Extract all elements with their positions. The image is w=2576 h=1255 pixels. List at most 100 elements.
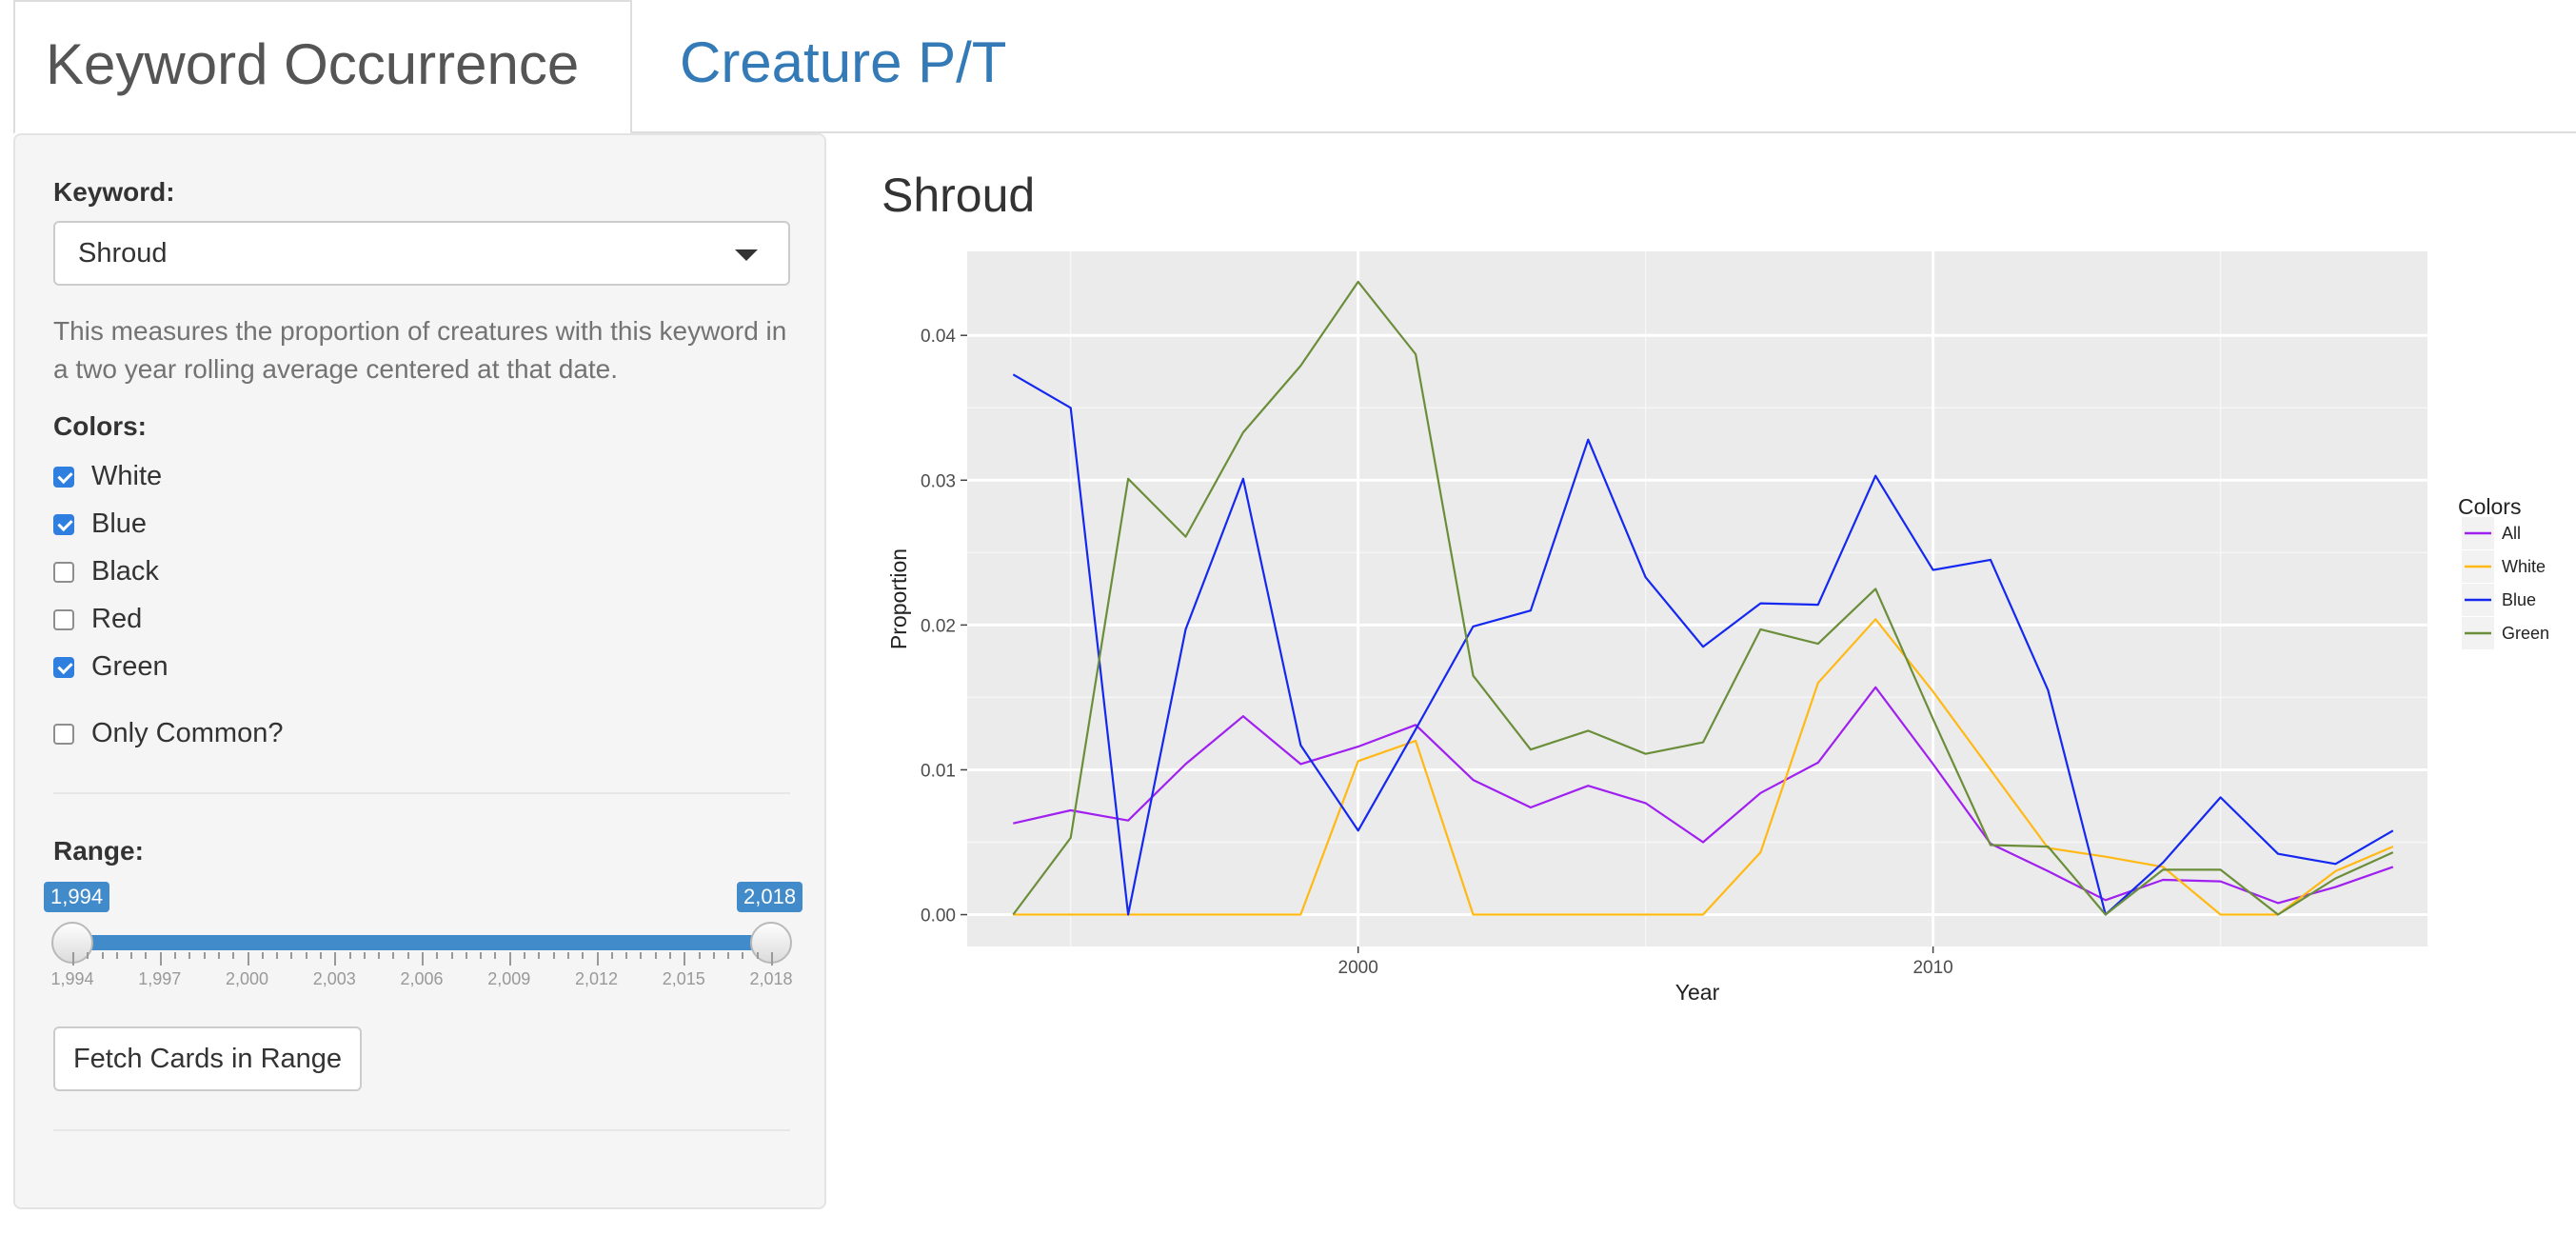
slider-tick — [276, 952, 279, 959]
slider-tick — [494, 952, 497, 959]
series-line-white — [1013, 618, 2394, 916]
checkbox-black[interactable] — [53, 562, 74, 583]
slider-tick — [771, 952, 773, 966]
keyword-label: Keyword: — [53, 177, 175, 207]
y-axis-title: Proportion — [886, 548, 911, 649]
slider-tick-label: 2,003 — [312, 969, 356, 988]
slider-tick — [480, 952, 483, 959]
color-option-label: Black — [91, 556, 159, 587]
slider-tick — [422, 952, 424, 966]
slider-tick — [436, 952, 439, 959]
range-max-value: 2,018 — [737, 882, 803, 912]
slider-tick — [305, 952, 307, 959]
checkbox-only-common[interactable] — [53, 724, 74, 745]
slider-tick — [727, 952, 730, 959]
slider-tick-label: 2,012 — [574, 969, 619, 988]
slider-tick — [101, 952, 104, 959]
slider-tick — [378, 952, 381, 959]
slider-tick — [290, 952, 293, 959]
y-tick-label: 0.00 — [921, 906, 956, 926]
color-option-label: Blue — [91, 508, 148, 539]
slider-tick — [232, 952, 235, 959]
x-tick-label: 2010 — [1912, 958, 1952, 978]
slider-tick-label: 2,018 — [749, 969, 793, 988]
slider-tick — [610, 952, 613, 959]
legend-label-all: All — [2502, 524, 2521, 543]
checkbox-red[interactable] — [53, 609, 74, 630]
colors-label: Colors: — [53, 411, 147, 441]
legend-label-green: Green — [2502, 624, 2549, 643]
slider-tick — [203, 952, 206, 959]
range-label: Range: — [53, 836, 144, 866]
plot-title: Shroud — [882, 169, 1036, 222]
slider-tick — [742, 952, 744, 959]
slider-tick — [261, 952, 264, 959]
slider-tick — [145, 952, 148, 959]
legend-label-white: White — [2502, 557, 2546, 576]
slider-tick — [465, 952, 467, 959]
slider-tick — [552, 952, 555, 959]
slider-tick-label: 2,009 — [487, 969, 531, 988]
legend-label-blue: Blue — [2502, 590, 2536, 609]
slider-tick-label: 2,000 — [225, 969, 269, 988]
keyword-select[interactable]: Shroud — [53, 221, 790, 286]
slider-tick — [348, 952, 351, 959]
slider-tick — [524, 952, 526, 959]
slider-tick — [712, 952, 715, 959]
x-axis-title: Year — [1675, 980, 1720, 1005]
sidebar-panel: Keyword: Shroud This measures the propor… — [13, 133, 826, 1209]
y-tick-label: 0.02 — [921, 616, 956, 636]
only-common-label: Only Common? — [91, 718, 284, 748]
range-min-value: 1,994 — [44, 882, 110, 912]
slider-tick — [698, 952, 701, 959]
color-option-label: Green — [91, 651, 168, 682]
slider-tick — [508, 952, 511, 966]
series-line-green — [1012, 280, 2394, 916]
checkbox-blue[interactable] — [53, 514, 74, 535]
slider-tick — [684, 952, 686, 966]
slider-tick — [566, 952, 569, 959]
y-tick-label: 0.04 — [921, 327, 956, 347]
checkbox-white[interactable] — [53, 467, 74, 488]
tab-bar: Keyword Occurrence Creature P/T — [13, 0, 2576, 134]
x-tick-label: 2000 — [1338, 958, 1378, 978]
slider-tick — [756, 952, 759, 959]
series-line-all — [1013, 686, 2394, 905]
slider-tick — [319, 952, 322, 959]
slider-tick — [217, 952, 220, 959]
y-tick-label: 0.03 — [921, 471, 956, 491]
slider-tick — [72, 952, 74, 966]
slider-tick — [174, 952, 177, 959]
slider-tick — [406, 952, 409, 959]
fetch-cards-button[interactable]: Fetch Cards in Range — [53, 1026, 362, 1091]
slider-tick — [582, 952, 585, 959]
help-text: This measures the proportion of creature… — [53, 316, 787, 384]
slider-tick — [247, 952, 249, 966]
slider-tick-label: 2,006 — [400, 969, 444, 988]
slider-tick — [188, 952, 191, 959]
plot-panel — [967, 251, 2427, 946]
slider-tick — [363, 952, 366, 959]
checkbox-green[interactable] — [53, 657, 74, 678]
slider-tick — [130, 952, 133, 959]
slider-tick-label: 2,015 — [662, 969, 705, 988]
proportion-line-chart: 0.00 0.01 0.02 0.03 0.04 2000 2010 Year Proporti… — [886, 251, 2549, 1005]
slider-tick — [159, 952, 162, 966]
color-option-label: Red — [91, 604, 143, 634]
slider-tick — [668, 952, 671, 959]
slider-tick — [596, 952, 599, 966]
chevron-down-icon — [735, 249, 758, 261]
divider — [53, 792, 790, 794]
slider-tick — [640, 952, 643, 959]
tab-creature-pt[interactable]: Creature P/T — [680, 30, 1007, 94]
slider-tick-label: 1,994 — [50, 969, 94, 988]
slider-tick — [450, 952, 453, 959]
range-slider-bar[interactable] — [72, 935, 771, 950]
slider-tick — [654, 952, 657, 959]
divider — [53, 1129, 790, 1131]
y-tick-label: 0.01 — [921, 761, 956, 781]
slider-tick-label: 1,997 — [138, 969, 182, 988]
slider-tick — [538, 952, 541, 959]
slider-tick — [334, 952, 337, 966]
tab-keyword-occurrence[interactable]: Keyword Occurrence — [13, 0, 632, 134]
